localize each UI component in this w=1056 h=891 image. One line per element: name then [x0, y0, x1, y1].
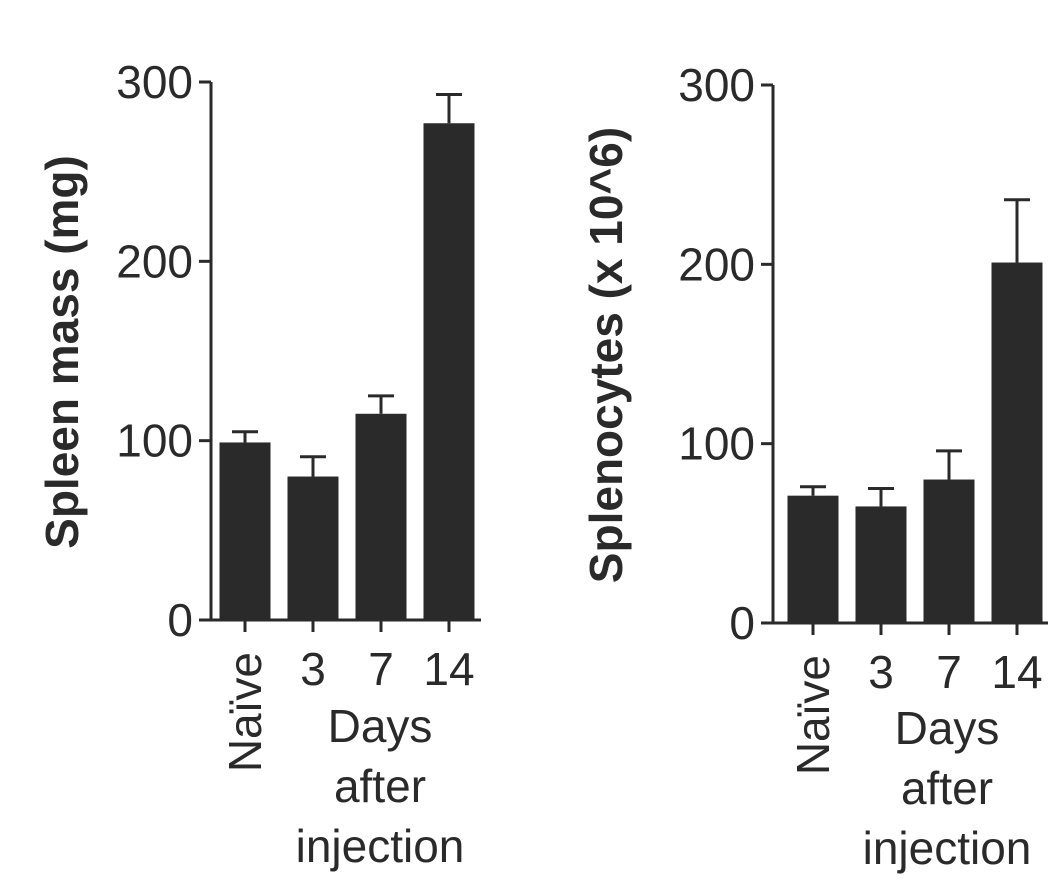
x-axis-title-line: Days	[328, 700, 433, 752]
y-tick-label: 200	[116, 235, 193, 287]
bar-7	[923, 479, 975, 623]
bar-Naïve	[787, 495, 839, 623]
x-axis-title-line: injection	[863, 822, 1032, 874]
x-axis-title-line: injection	[296, 820, 465, 872]
bar-14	[991, 262, 1043, 623]
y-tick-label: 0	[729, 597, 755, 649]
y-tick-label: 100	[678, 418, 755, 470]
y-tick-label: 300	[116, 56, 193, 108]
y-tick-label: 300	[678, 59, 755, 111]
y-tick-label: 100	[116, 415, 193, 467]
bar-14	[423, 123, 475, 620]
x-axis-title-line: after	[901, 762, 993, 814]
y-axis-title: Splenocytes (x 10^6)	[580, 127, 632, 583]
bar-7	[355, 413, 407, 620]
y-tick-label: 200	[678, 238, 755, 290]
x-category-label: 7	[936, 646, 962, 698]
y-tick-label: 0	[167, 594, 193, 646]
x-category-label: Naïve	[219, 652, 271, 772]
x-category-label: 7	[368, 643, 394, 695]
x-axis-title-line: Days	[895, 702, 1000, 754]
bar-3	[287, 476, 339, 620]
x-axis-title-line: after	[334, 760, 426, 812]
x-category-label: 14	[423, 643, 474, 695]
x-category-label: 3	[300, 643, 326, 695]
x-category-label: Naïve	[787, 655, 839, 775]
x-category-label: 3	[868, 646, 894, 698]
x-category-label: 14	[991, 646, 1042, 698]
y-axis-title: Spleen mass (mg)	[36, 155, 88, 549]
bar-Naïve	[219, 442, 271, 620]
bar-3	[855, 506, 907, 623]
